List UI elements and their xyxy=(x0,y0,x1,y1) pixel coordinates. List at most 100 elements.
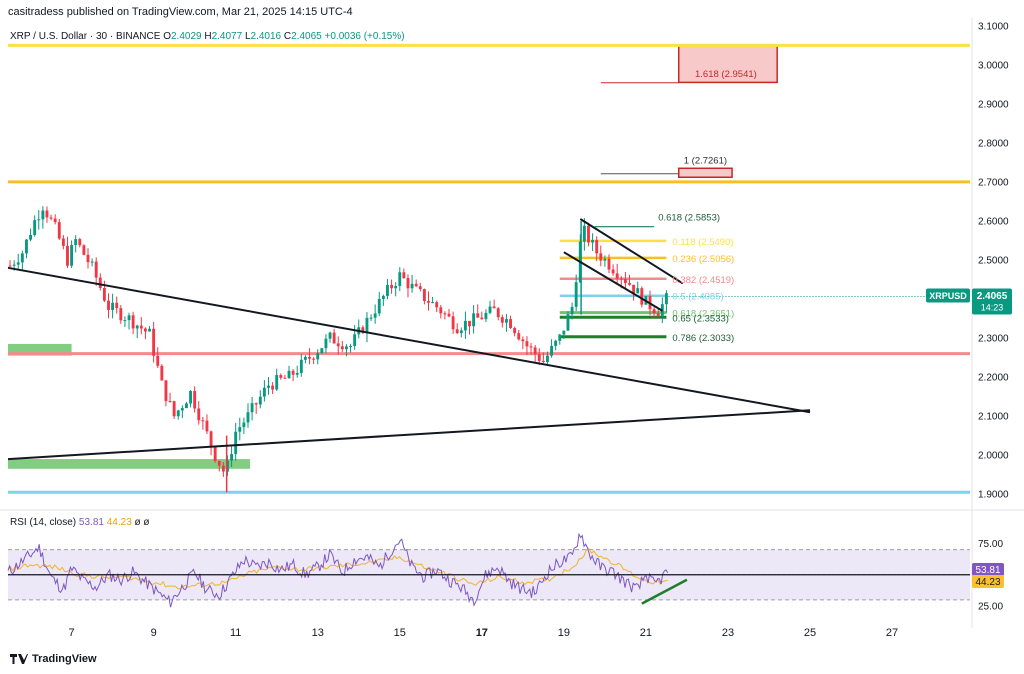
trend-line[interactable] xyxy=(563,251,663,312)
candle[interactable] xyxy=(53,214,57,225)
candle[interactable] xyxy=(402,268,406,279)
candle[interactable] xyxy=(410,274,414,293)
candle[interactable] xyxy=(287,365,291,379)
candle[interactable] xyxy=(45,206,49,223)
candle[interactable] xyxy=(640,286,644,308)
candle[interactable] xyxy=(312,357,316,365)
trend-line[interactable] xyxy=(579,218,684,285)
candle[interactable] xyxy=(135,324,139,339)
candle[interactable] xyxy=(82,244,86,256)
candle[interactable] xyxy=(455,323,459,335)
candle[interactable] xyxy=(74,235,78,253)
candle[interactable] xyxy=(451,311,455,334)
candle[interactable] xyxy=(267,377,270,395)
trend-line[interactable] xyxy=(7,266,811,414)
candle[interactable] xyxy=(78,237,82,248)
candle[interactable] xyxy=(164,380,168,407)
candle[interactable] xyxy=(550,339,553,358)
candle[interactable] xyxy=(291,369,295,382)
candle[interactable] xyxy=(533,344,537,362)
candle[interactable] xyxy=(496,307,500,321)
candle[interactable] xyxy=(345,344,348,357)
candle[interactable] xyxy=(447,308,451,318)
candle[interactable] xyxy=(238,417,242,441)
candle[interactable] xyxy=(554,339,558,351)
candle[interactable] xyxy=(664,290,668,313)
candle[interactable] xyxy=(217,460,221,472)
candle[interactable] xyxy=(484,309,488,323)
candle[interactable] xyxy=(234,422,238,461)
candle[interactable] xyxy=(70,240,74,269)
rsi-legend[interactable]: RSI (14, close) 53.81 44.23 ø ø xyxy=(10,517,150,528)
candle[interactable] xyxy=(271,382,275,395)
candle[interactable] xyxy=(377,292,381,317)
candle[interactable] xyxy=(86,248,90,269)
candle[interactable] xyxy=(119,304,123,324)
candle[interactable] xyxy=(193,386,197,413)
candle[interactable] xyxy=(623,272,627,290)
candle[interactable] xyxy=(185,401,188,409)
candle[interactable] xyxy=(279,373,283,380)
candle[interactable] xyxy=(250,396,254,421)
candle[interactable] xyxy=(123,316,127,328)
candle[interactable] xyxy=(230,445,234,468)
candle[interactable] xyxy=(414,279,418,288)
candle[interactable] xyxy=(156,347,160,369)
candle[interactable] xyxy=(513,326,517,337)
target-zone[interactable] xyxy=(677,167,733,179)
candle[interactable] xyxy=(172,400,176,419)
candle[interactable] xyxy=(98,273,102,291)
candle[interactable] xyxy=(340,341,344,352)
candle[interactable] xyxy=(168,392,172,403)
candle[interactable] xyxy=(57,218,61,241)
candle[interactable] xyxy=(558,333,562,345)
candle[interactable] xyxy=(246,403,250,428)
candle[interactable] xyxy=(197,401,201,425)
candle[interactable] xyxy=(332,328,336,344)
candle[interactable] xyxy=(394,282,398,297)
candle[interactable] xyxy=(406,274,410,298)
candle[interactable] xyxy=(143,327,147,340)
candle[interactable] xyxy=(258,390,262,409)
candle[interactable] xyxy=(386,278,389,300)
candle[interactable] xyxy=(316,349,320,365)
candle[interactable] xyxy=(102,280,106,302)
candle[interactable] xyxy=(90,258,94,267)
candle[interactable] xyxy=(517,329,521,341)
candle[interactable] xyxy=(37,210,41,230)
candle[interactable] xyxy=(213,446,217,463)
candle[interactable] xyxy=(521,336,525,350)
candle[interactable] xyxy=(525,336,529,356)
candle[interactable] xyxy=(262,380,266,402)
candle[interactable] xyxy=(435,300,439,313)
candle[interactable] xyxy=(566,311,570,331)
candle[interactable] xyxy=(160,364,164,381)
tradingview-brand[interactable]: TradingView xyxy=(10,653,97,665)
candle[interactable] xyxy=(295,365,299,378)
candle[interactable] xyxy=(373,304,377,324)
candle[interactable] xyxy=(463,311,467,339)
candle[interactable] xyxy=(476,304,480,318)
candle[interactable] xyxy=(107,293,110,319)
candle[interactable] xyxy=(283,374,287,379)
candle[interactable] xyxy=(574,274,578,312)
candle[interactable] xyxy=(599,245,603,267)
candle[interactable] xyxy=(459,327,463,338)
candle[interactable] xyxy=(369,314,373,321)
candle[interactable] xyxy=(652,306,656,318)
candle[interactable] xyxy=(468,320,471,335)
candle[interactable] xyxy=(127,312,131,330)
candle[interactable] xyxy=(480,311,484,320)
candle[interactable] xyxy=(115,296,119,314)
candle[interactable] xyxy=(607,254,611,274)
candle[interactable] xyxy=(615,263,619,285)
candle[interactable] xyxy=(221,461,225,477)
candle[interactable] xyxy=(500,314,504,328)
candle[interactable] xyxy=(324,334,328,354)
candle[interactable] xyxy=(595,236,599,262)
candle[interactable] xyxy=(41,206,45,229)
candle[interactable] xyxy=(398,267,402,292)
candle[interactable] xyxy=(16,253,20,271)
candle[interactable] xyxy=(504,313,508,332)
candle[interactable] xyxy=(299,353,303,377)
